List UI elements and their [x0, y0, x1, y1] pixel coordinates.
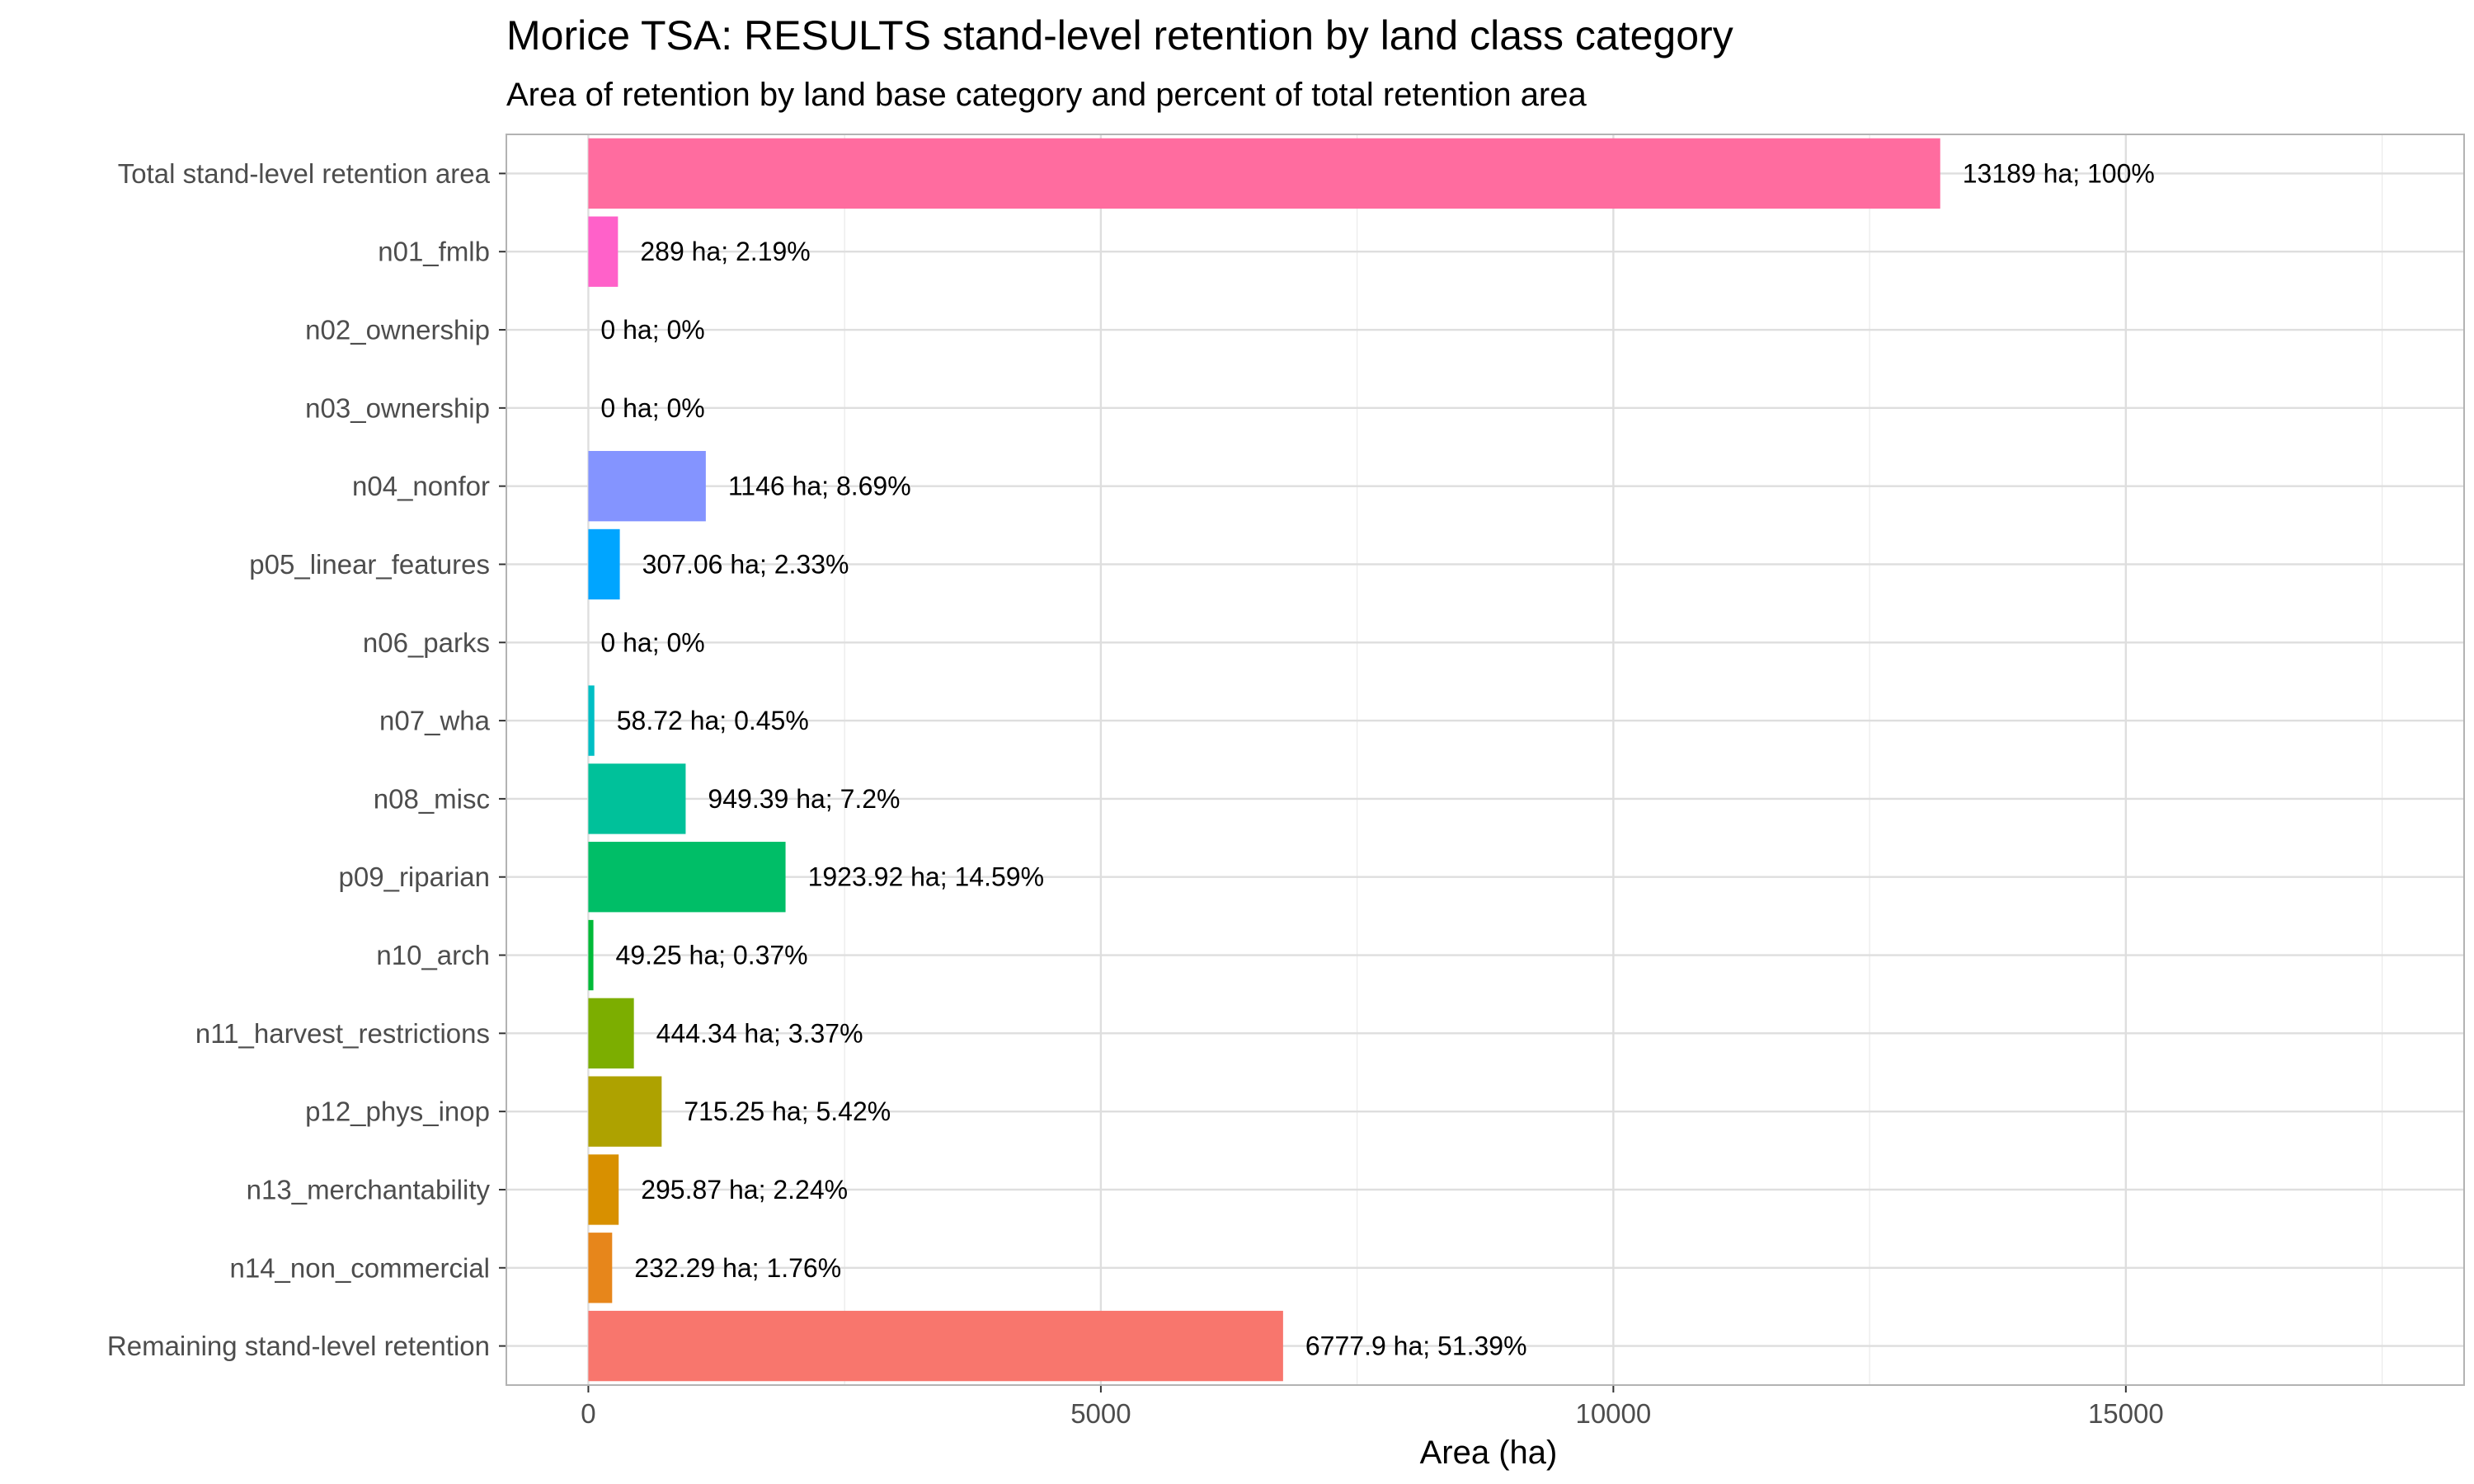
bar	[588, 450, 706, 522]
category-label: n06_parks	[363, 627, 490, 658]
bar	[588, 998, 634, 1069]
category-label: n01_fmlb	[378, 237, 490, 267]
bar	[588, 763, 686, 834]
data-label: 949.39 ha; 7.2%	[708, 784, 900, 814]
category-label: n07_wha	[379, 706, 491, 736]
x-tick-label: 5000	[1070, 1398, 1131, 1429]
bar	[588, 1310, 1283, 1382]
chart-subtitle: Area of retention by land base category …	[506, 77, 1587, 113]
category-label: n10_arch	[376, 940, 490, 970]
data-label: 1146 ha; 8.69%	[728, 472, 911, 501]
data-label: 444.34 ha; 3.37%	[656, 1018, 863, 1048]
category-label: Remaining stand-level retention	[107, 1331, 490, 1361]
category-label: n13_merchantability	[247, 1174, 491, 1205]
category-label: n11_harvest_restrictions	[195, 1018, 490, 1049]
category-label: n04_nonfor	[352, 471, 490, 501]
x-tick-label: 15000	[2088, 1398, 2164, 1429]
bar	[588, 919, 594, 991]
data-label: 1923.92 ha; 14.59%	[808, 862, 1044, 892]
bar	[588, 685, 595, 756]
data-label: 58.72 ha; 0.45%	[617, 706, 809, 735]
category-label: n03_ownership	[305, 392, 490, 423]
category-label: p09_riparian	[339, 862, 490, 892]
x-tick-label: 10000	[1575, 1398, 1651, 1429]
category-label: n14_non_commercial	[229, 1252, 490, 1283]
x-axis-title: Area (ha)	[1420, 1435, 1558, 1471]
category-label: p12_phys_inop	[305, 1097, 490, 1127]
data-label: 289 ha; 2.19%	[640, 237, 810, 266]
bar	[588, 528, 620, 600]
bar	[588, 216, 618, 287]
category-label: n02_ownership	[305, 315, 490, 345]
data-label: 13189 ha; 100%	[1963, 158, 2155, 188]
plot-area: Total stand-level retention area 13189 ha…	[107, 134, 2465, 1429]
data-label: 0 ha; 0%	[600, 627, 704, 657]
data-label: 0 ha; 0%	[600, 393, 704, 423]
bar	[588, 138, 1940, 209]
chart-title: Morice TSA: RESULTS stand-level retentio…	[506, 12, 1733, 59]
data-label: 49.25 ha; 0.37%	[616, 941, 808, 970]
bar	[588, 1154, 619, 1225]
bar	[588, 1233, 613, 1303]
data-label: 295.87 ha; 2.24%	[641, 1175, 848, 1205]
data-label: 0 ha; 0%	[600, 315, 704, 345]
data-label: 6777.9 ha; 51.39%	[1305, 1331, 1527, 1361]
data-label: 232.29 ha; 1.76%	[634, 1253, 841, 1283]
category-label: Total stand-level retention area	[118, 158, 491, 189]
category-label: n08_misc	[374, 783, 490, 814]
bar	[588, 1076, 662, 1147]
bar	[588, 842, 786, 913]
x-tick-label: 0	[581, 1398, 595, 1429]
category-label: p05_linear_features	[249, 549, 490, 580]
data-label: 715.25 ha; 5.42%	[684, 1097, 891, 1126]
panel-border	[506, 134, 2465, 1386]
data-label: 307.06 ha; 2.33%	[642, 549, 849, 579]
